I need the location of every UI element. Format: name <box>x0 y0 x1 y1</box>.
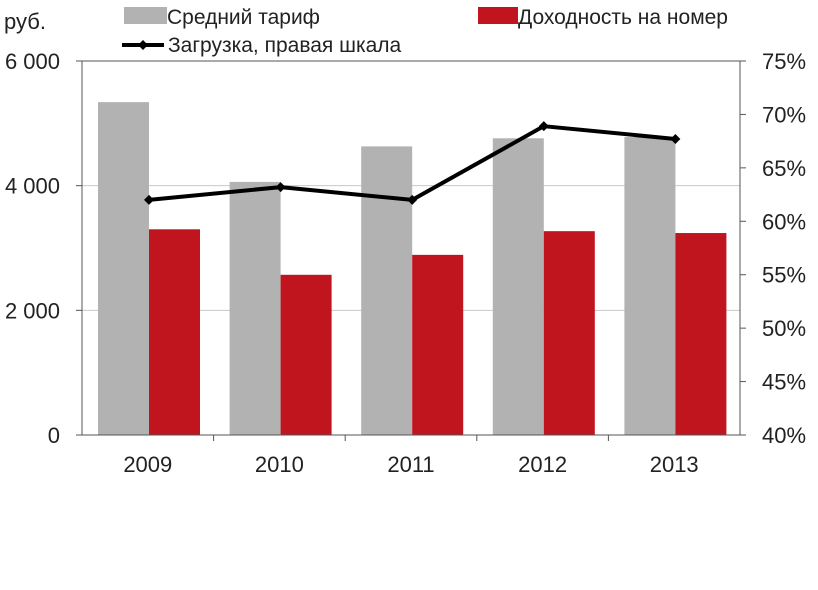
tick-labels: 0 2 000 4 000 6 000 40% 45% 50% 55% 60% 65% 70% 75%… <box>5 49 806 477</box>
legend-swatch-average-rate <box>124 7 167 24</box>
bar-revpar-2011 <box>412 254 464 435</box>
y-right-tick-label-0: 40% <box>762 423 806 448</box>
bar-average-rate-2012 <box>492 138 544 435</box>
bar-average-rate-2009 <box>98 102 149 435</box>
bar-revpar-2012 <box>543 231 595 435</box>
occupancy-point-2010 <box>275 182 286 193</box>
occupancy-point-2011 <box>407 194 418 205</box>
y-left-tick-label-0: 0 <box>48 423 60 448</box>
bar-average-rate-2013 <box>624 137 676 435</box>
legend-label-revpar: Доходность на номер <box>518 6 728 29</box>
y-left-tick-label-1: 2 000 <box>5 298 60 323</box>
y-right-tick-label-3: 55% <box>762 263 806 288</box>
y-right-tick-label-4: 60% <box>762 209 806 234</box>
legend: Средний тариф Доходность на номер Загруз… <box>122 6 728 57</box>
x-tick-label-2011: 2011 <box>387 452 434 477</box>
occupancy-point-2013 <box>670 134 681 145</box>
y-left-tick-label-3: 6 000 <box>5 49 60 74</box>
x-tick-label-2012: 2012 <box>518 452 567 477</box>
bar-average-rate-2011 <box>361 146 413 435</box>
x-tick-label-2013: 2013 <box>650 452 699 477</box>
legend-marker-occupancy <box>138 40 148 50</box>
y-right-tick-label-5: 65% <box>762 156 806 181</box>
axes <box>81 60 741 436</box>
legend-label-average-rate: Средний тариф <box>167 6 320 29</box>
y-right-tick-label-2: 50% <box>762 316 806 341</box>
y-left-tick-label-2: 4 000 <box>5 174 60 199</box>
bar-revpar-2009 <box>149 229 200 435</box>
occupancy-line <box>144 121 681 205</box>
x-tick-label-2009: 2009 <box>123 452 172 477</box>
legend-label-occupancy: Загрузка, правая шкала <box>168 34 402 57</box>
occupancy-point-2012 <box>538 121 549 132</box>
bar-average-rate-2010 <box>229 181 281 435</box>
x-tick-label-2010: 2010 <box>255 452 304 477</box>
legend-swatch-revpar <box>478 7 518 24</box>
y-right-tick-label-7: 75% <box>762 49 806 74</box>
y-right-tick-label-6: 70% <box>762 102 806 127</box>
bar-revpar-2013 <box>675 233 727 435</box>
y-left-unit-label: руб. <box>4 9 46 34</box>
bars <box>98 102 727 435</box>
bar-revpar-2010 <box>280 274 332 435</box>
y-right-tick-label-1: 45% <box>762 370 806 395</box>
occupancy-point-2009 <box>144 194 154 205</box>
